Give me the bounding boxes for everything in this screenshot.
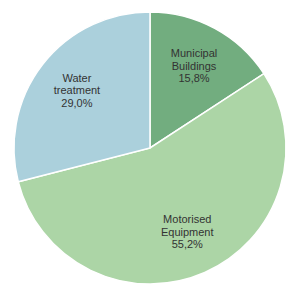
category-label-line: Buildings [172, 60, 217, 72]
category-label-line: Motorised [163, 213, 211, 225]
category-label-line: treatment [54, 84, 100, 96]
data-label: 15,8% [178, 72, 209, 84]
chart-svg: MunicipalBuildings15,8% MotorisedEquipmen… [0, 0, 300, 300]
chart-container: MunicipalBuildings15,8% MotorisedEquipmen… [0, 0, 300, 300]
category-label: MunicipalBuildings [171, 47, 217, 72]
labels: MunicipalBuildings15,8% MotorisedEquipmen… [54, 47, 218, 250]
data-label: 55,2% [172, 238, 203, 250]
category-label-line: Municipal [171, 47, 217, 59]
data-label: 29,0% [61, 97, 92, 109]
category-label: Watertreatment [54, 72, 100, 97]
category-label-line: Water [62, 72, 91, 84]
pie [14, 12, 286, 284]
category-label: MotorisedEquipment [161, 213, 214, 238]
pie-slice [14, 12, 150, 182]
category-label-line: Equipment [161, 226, 214, 238]
